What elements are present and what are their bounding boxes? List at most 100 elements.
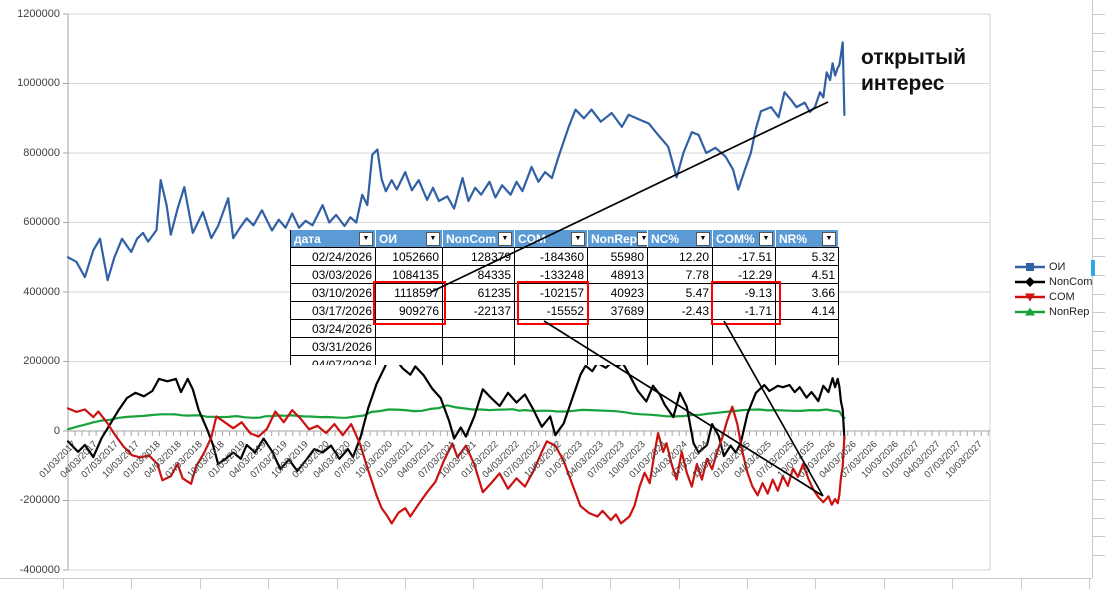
y-axis-label: 400000 [23,285,60,298]
table-cell[interactable] [776,338,839,356]
table-cell[interactable]: 03/17/2026 [291,302,376,320]
table-cell[interactable] [776,356,839,365]
sheet-row-line [1093,461,1105,463]
y-axis-label: -200000 [19,494,60,506]
table-cell[interactable] [376,320,443,338]
legend-item-noncom[interactable]: NonCom [1014,274,1092,289]
sheet-column-line [336,579,338,589]
table-cell[interactable] [588,356,648,365]
column-header-3[interactable]: COM ▼ [515,230,588,247]
sheet-row-line [1093,312,1105,314]
column-header-1[interactable]: ОИ ▼ [376,230,443,247]
table-cell[interactable] [648,320,713,338]
y-axis-label: 800000 [23,146,60,159]
table-cell[interactable] [443,356,515,365]
table-cell[interactable] [443,338,515,356]
table-cell[interactable] [515,338,588,356]
table-cell[interactable] [713,338,776,356]
sheet-row-line [1093,32,1105,34]
filter-dropdown-icon[interactable]: ▼ [498,231,512,246]
table-cell[interactable]: -184360 [515,248,588,266]
legend-item-com[interactable]: COM [1014,289,1092,304]
legend-item-label: NonRep [1049,305,1090,318]
table-cell[interactable]: 03/10/2026 [291,284,376,302]
table-cell[interactable]: 37689 [588,302,648,320]
table-cell[interactable]: 55980 [588,248,648,266]
table-cell[interactable]: 4.51 [776,266,839,284]
table-cell[interactable] [648,338,713,356]
open-interest-annotation: открытый интерес [861,46,966,95]
legend-item-label: COM [1049,290,1075,303]
table-cell[interactable] [376,356,443,365]
sheet-row-line [1093,554,1105,556]
sheet-row-line [1093,405,1105,407]
table-cell[interactable]: 61235 [443,284,515,302]
table-cell[interactable]: 7.78 [648,266,713,284]
table-cell[interactable]: 3.66 [776,284,839,302]
sheet-row-line [1093,442,1105,444]
table-cell[interactable]: -17.51 [713,248,776,266]
column-header-6[interactable]: COM% ▼ [713,230,776,247]
column-header-0[interactable]: дата ▼ [291,230,376,247]
highlight-box-oi [373,281,446,325]
table-cell[interactable]: 1118597 [376,284,443,302]
table-cell[interactable]: 1052660 [376,248,443,266]
table-cell[interactable]: 48913 [588,266,648,284]
table-cell[interactable]: -1.71 [713,302,776,320]
sheet-row-line [1093,349,1105,351]
table-cell[interactable]: 909276 [376,302,443,320]
square-marker-icon [1015,262,1045,271]
table-row: 03/17/2026 909276 -22137 -15552 37689 -2.43 -1… [291,302,839,320]
table-cell[interactable]: 128379 [443,248,515,266]
column-header-2[interactable]: NonCom ▼ [443,230,515,247]
table-cell[interactable]: 03/31/2026 [291,338,376,356]
triangle-down-marker-icon [1015,293,1045,301]
table-cell[interactable]: -2.43 [648,302,713,320]
table-cell[interactable] [376,338,443,356]
table-cell[interactable]: 02/24/2026 [291,248,376,266]
table-cell[interactable] [515,356,588,365]
table-cell[interactable]: 03/03/2026 [291,266,376,284]
column-header-label: ОИ [379,231,397,246]
table-cell[interactable]: 40923 [588,284,648,302]
sheet-row-line [1093,200,1105,202]
filter-dropdown-icon[interactable]: ▼ [571,231,585,246]
filter-dropdown-icon[interactable]: ▼ [637,231,647,246]
legend-item-nonrep[interactable]: NonRep [1014,304,1092,319]
filter-dropdown-icon[interactable]: ▼ [696,231,710,246]
column-header-5[interactable]: NC% ▼ [648,230,713,247]
legend-item-label: NonCom [1049,275,1093,288]
sheet-column-line [131,579,133,589]
table-cell[interactable] [713,356,776,365]
filter-dropdown-icon[interactable]: ▼ [759,231,773,246]
sheet-row-line [1093,14,1105,15]
sheet-column-line [883,579,885,589]
triangle-up-marker-icon [1015,307,1045,315]
legend-item-oi[interactable]: ОИ [1014,259,1092,274]
table-cell[interactable] [776,320,839,338]
sheet-column-line [610,579,612,589]
table-cell[interactable]: 03/24/2026 [291,320,376,338]
chart-legend: ОИ NonCom COM NonRep [1014,259,1092,319]
filter-dropdown-icon[interactable]: ▼ [359,231,373,246]
table-cell[interactable]: 5.32 [776,248,839,266]
table-cell[interactable]: 84335 [443,266,515,284]
table-cell[interactable] [648,356,713,365]
table-cell[interactable] [588,338,648,356]
y-axis-label: 0 [53,424,60,437]
sheet-row-line [1093,536,1105,538]
cell-selection-mark [1091,260,1095,276]
column-header-7[interactable]: NR% ▼ [776,230,839,247]
filter-dropdown-icon[interactable]: ▼ [426,231,440,246]
sheet-row-line [1093,144,1105,146]
sheet-row-line [1093,387,1105,388]
table-cell[interactable] [588,320,648,338]
table-cell[interactable]: 5.47 [648,284,713,302]
table-cell[interactable]: 12.20 [648,248,713,266]
table-cell[interactable]: 4.14 [776,302,839,320]
table-cell[interactable]: -22137 [443,302,515,320]
filter-dropdown-icon[interactable]: ▼ [822,231,836,246]
column-header-4[interactable]: NonRep ▼ [588,230,648,247]
table-cell[interactable] [443,320,515,338]
table-cell[interactable]: 04/07/2026 [291,356,376,365]
